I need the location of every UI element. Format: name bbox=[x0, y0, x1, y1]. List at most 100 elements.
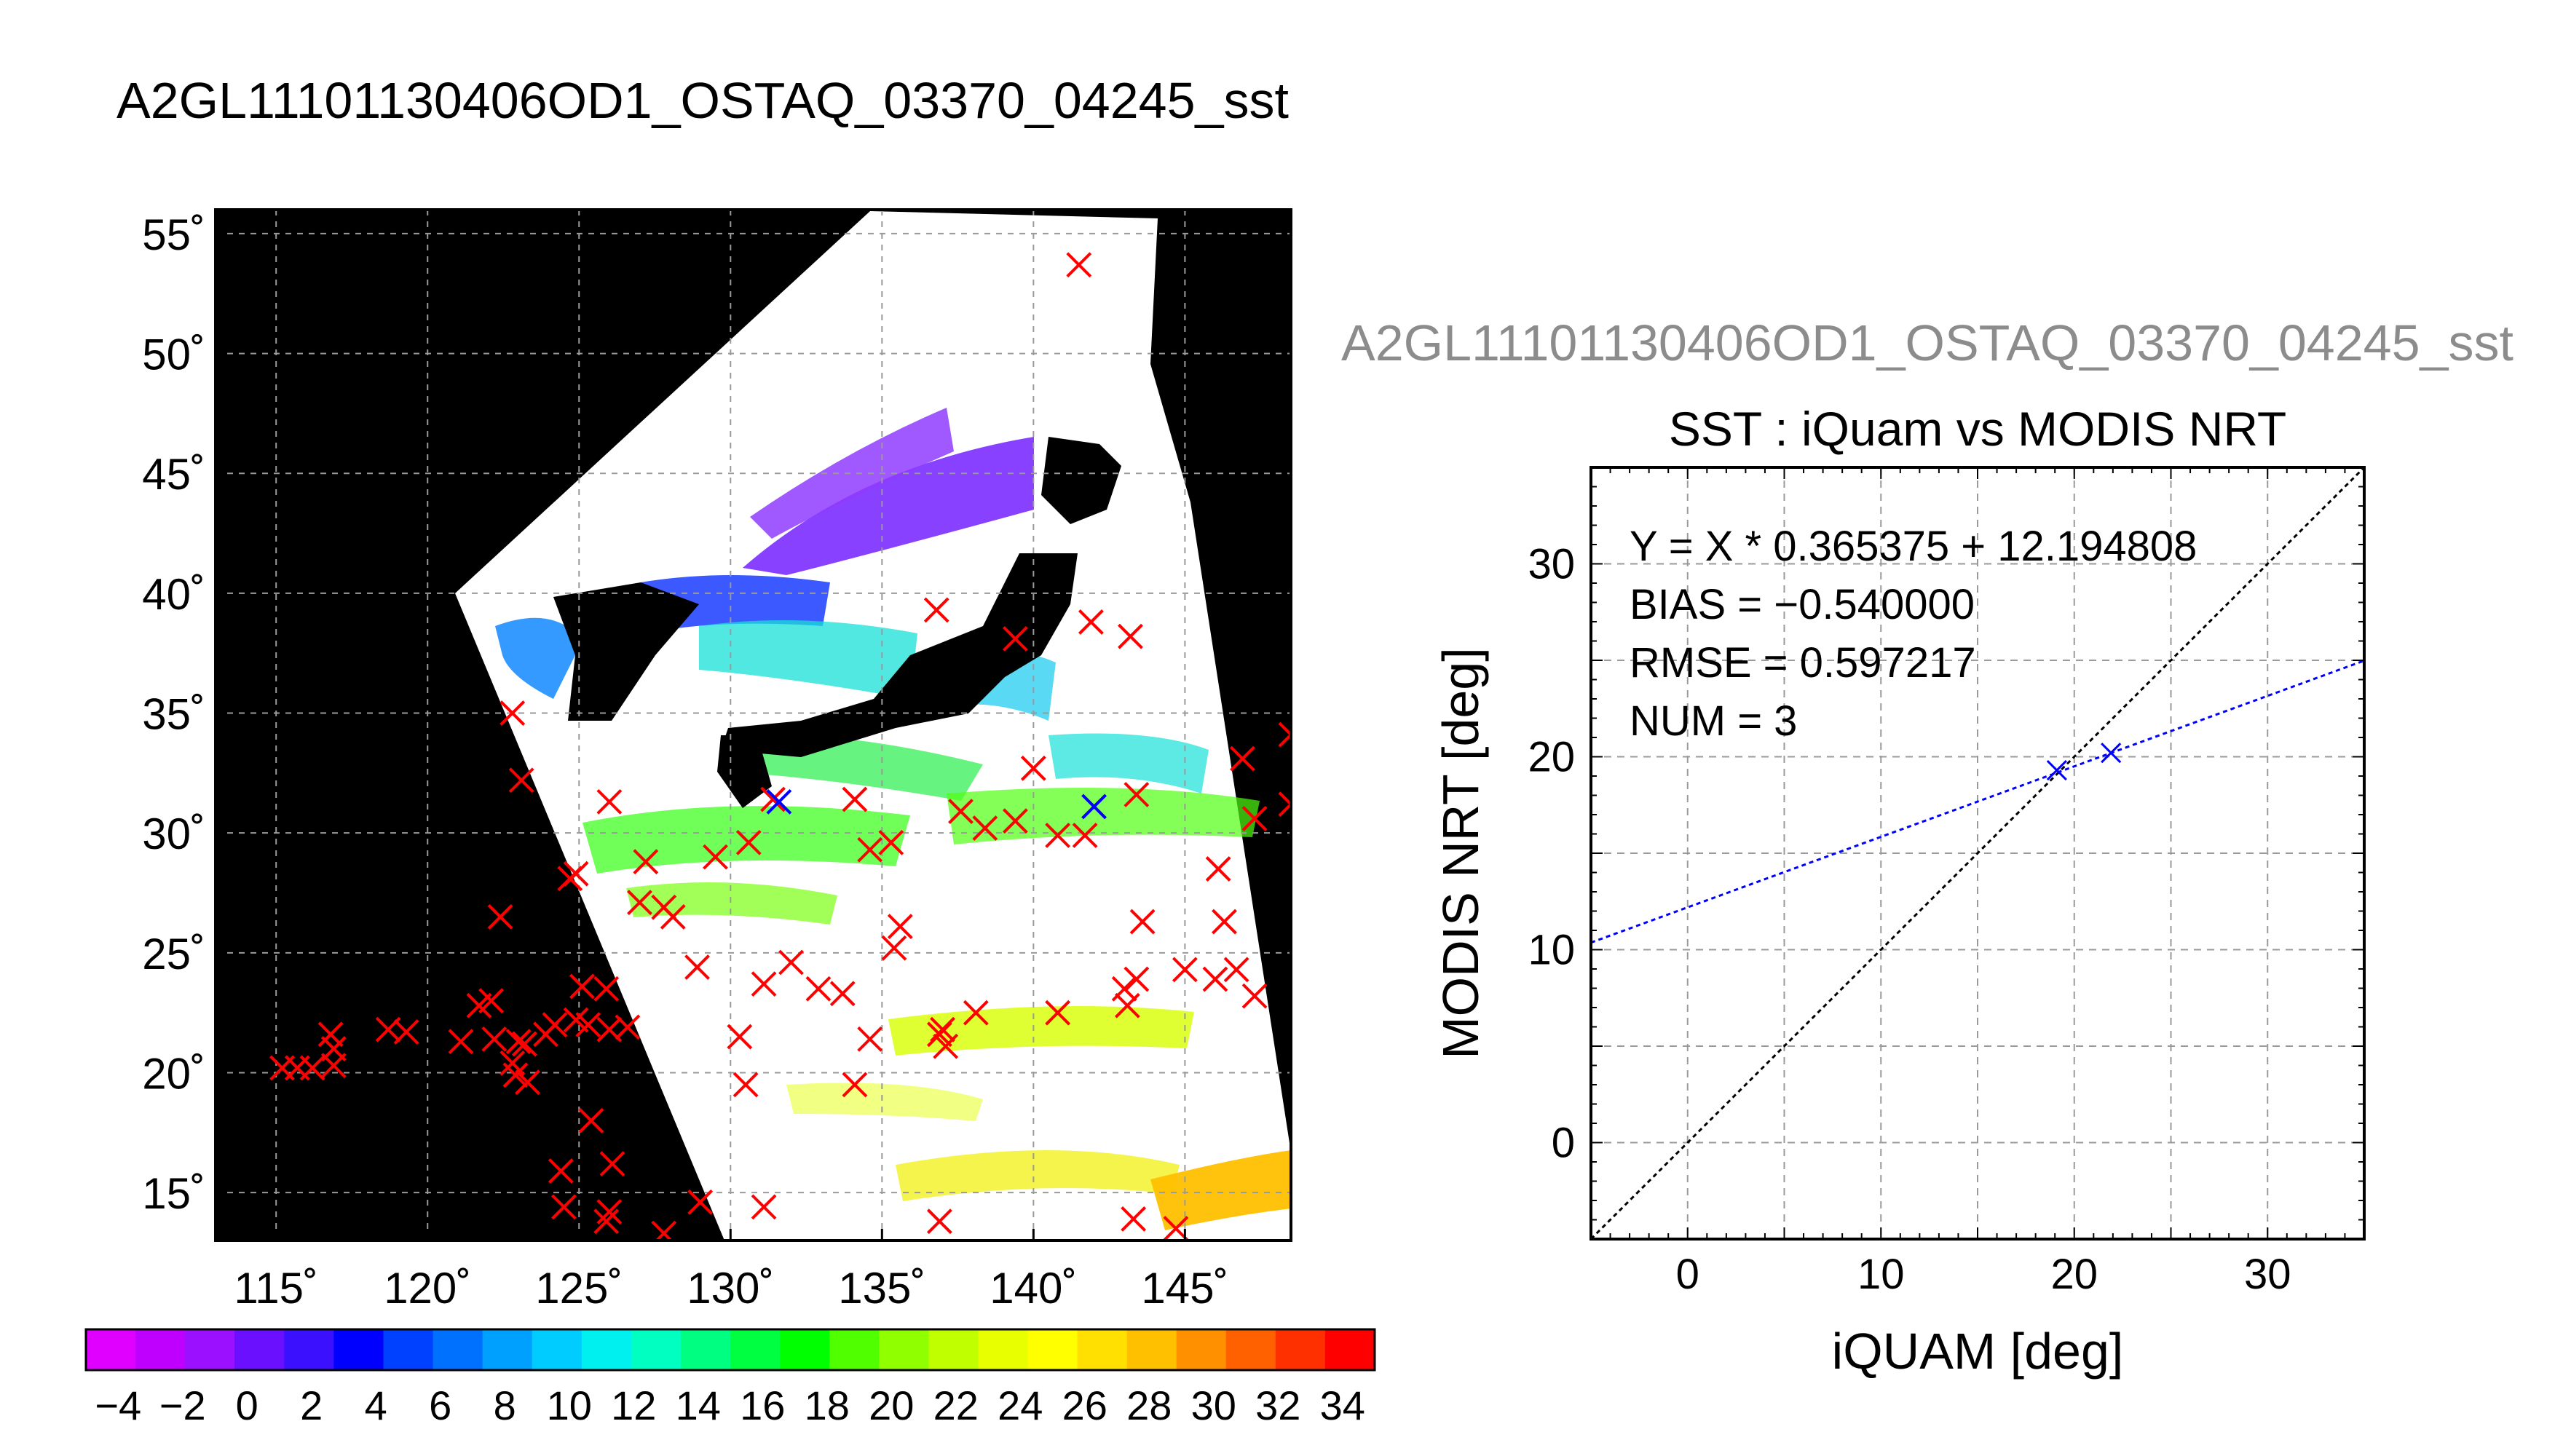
colorbar-labels: −4 −2 0 2 4 6 8 10 12 14 16 18 20 22 24 26 28 30 32 34 bbox=[95, 1382, 1365, 1428]
buoy-mark bbox=[478, 988, 505, 1014]
buoy-mark bbox=[448, 1029, 474, 1055]
buoy-mark bbox=[1045, 1000, 1071, 1026]
buoy-mark bbox=[633, 849, 659, 875]
matchup-mark bbox=[1081, 794, 1107, 820]
colorbar-cell bbox=[383, 1329, 434, 1370]
scatter-y-tick-label: 10 bbox=[1528, 927, 1575, 974]
buoy-mark bbox=[551, 1194, 577, 1220]
buoy-mark bbox=[1212, 909, 1237, 935]
colorbar-cell bbox=[234, 1329, 285, 1370]
buoy-mark bbox=[751, 1194, 777, 1220]
buoy-mark bbox=[575, 1012, 601, 1038]
buoy-mark bbox=[857, 1026, 883, 1052]
colorbar-cell bbox=[1176, 1329, 1227, 1370]
matchup-mark bbox=[766, 788, 792, 815]
buoy-mark bbox=[660, 904, 686, 930]
buoy-mark bbox=[502, 1062, 529, 1088]
map-y-tick-label: 55˚ bbox=[142, 210, 205, 259]
buoy-mark bbox=[687, 1189, 714, 1215]
buoy-mark bbox=[615, 1014, 641, 1040]
colorbar-tick-label: 14 bbox=[676, 1382, 721, 1428]
colorbar-tick-label: 22 bbox=[933, 1382, 979, 1428]
buoy-mark bbox=[515, 1069, 540, 1096]
buoy-mark bbox=[596, 1199, 623, 1224]
buoy-mark bbox=[948, 799, 974, 824]
colorbar-cell bbox=[978, 1329, 1029, 1370]
buoy-mark bbox=[1124, 966, 1150, 992]
regression-fit-line bbox=[1591, 660, 2364, 944]
map-x-ticks: 115˚ 120˚ 125˚ 130˚ 135˚ 140˚ 145˚ bbox=[234, 1229, 1228, 1313]
colorbar-tick-label: 30 bbox=[1191, 1382, 1236, 1428]
scatter-x-tick-label: 0 bbox=[1676, 1251, 1699, 1298]
buoy-mark bbox=[1124, 782, 1150, 807]
colorbar-tick-label: 10 bbox=[547, 1382, 592, 1428]
scatter-panel: A2GL11101130406OD1_OSTAQ_03370_04245_sst… bbox=[1341, 314, 2513, 1380]
buoy-mark bbox=[511, 1031, 537, 1057]
colorbar-cell bbox=[829, 1329, 880, 1370]
buoy-mark bbox=[320, 1053, 347, 1079]
buoy-mark bbox=[805, 976, 832, 1002]
colorbar-tick-label: 2 bbox=[300, 1382, 323, 1428]
colorbar-cell bbox=[780, 1329, 830, 1370]
rmse-value: RMSE = 0.597217 bbox=[1630, 639, 1976, 687]
buoy-marks bbox=[269, 252, 1291, 1241]
map-x-tick-label: 140˚ bbox=[990, 1264, 1077, 1313]
buoy-mark bbox=[842, 786, 868, 812]
colorbar-tick-label: 8 bbox=[494, 1382, 516, 1428]
num-value: NUM = 3 bbox=[1630, 697, 1797, 745]
buoy-mark bbox=[481, 1026, 508, 1052]
buoy-mark bbox=[1078, 609, 1104, 635]
buoy-mark bbox=[1278, 791, 1291, 818]
colorbar-cell bbox=[532, 1329, 583, 1370]
buoy-mark bbox=[1118, 623, 1143, 649]
map-x-tick-label: 115˚ bbox=[234, 1264, 318, 1313]
map-y-tick-label: 45˚ bbox=[142, 450, 205, 499]
buoy-mark bbox=[760, 786, 786, 812]
colorbar-tick-label: 26 bbox=[1062, 1382, 1107, 1428]
colorbar-cell bbox=[433, 1329, 483, 1370]
colorbar-tick-label: 4 bbox=[365, 1382, 387, 1428]
scatter-point bbox=[2101, 743, 2122, 764]
colorbar-cell bbox=[730, 1329, 781, 1370]
colorbar-cell bbox=[135, 1329, 186, 1370]
matchup-marks bbox=[766, 788, 1107, 820]
colorbar-tick-label: 12 bbox=[611, 1382, 656, 1428]
buoy-mark bbox=[1072, 823, 1098, 848]
colorbar-cell bbox=[1027, 1329, 1078, 1370]
buoy-mark bbox=[1241, 806, 1268, 831]
buoy-mark bbox=[1205, 856, 1231, 882]
buoy-mark bbox=[881, 935, 907, 961]
map-y-tick-label: 30˚ bbox=[142, 810, 205, 858]
scatter-y-tick-label: 20 bbox=[1528, 734, 1575, 781]
scatter-y-label: MODIS NRT [deg] bbox=[1432, 647, 1489, 1059]
buoy-mark bbox=[829, 981, 856, 1007]
buoy-mark bbox=[1278, 721, 1291, 748]
colorbar-tick-label: 16 bbox=[740, 1382, 785, 1428]
figure-title: A2GL11101130406OD1_OSTAQ_03370_04245_sst bbox=[117, 72, 1289, 129]
buoy-mark bbox=[1241, 983, 1268, 1009]
buoy-mark bbox=[972, 815, 998, 842]
japan-kyushu bbox=[717, 735, 772, 808]
buoy-mark bbox=[299, 1055, 325, 1081]
colorbar-cell bbox=[1126, 1329, 1177, 1370]
map-x-tick-label: 120˚ bbox=[384, 1264, 471, 1313]
buoy-mark bbox=[1223, 957, 1249, 983]
colorbar-cells bbox=[86, 1329, 1375, 1370]
japan-hokkaido bbox=[1041, 437, 1121, 524]
colorbar-tick-label: 0 bbox=[236, 1382, 258, 1428]
buoy-mark bbox=[1163, 1216, 1189, 1241]
buoy-mark bbox=[505, 1029, 532, 1055]
colorbar-tick-label: 18 bbox=[805, 1382, 850, 1428]
colorbar-cell bbox=[86, 1329, 136, 1370]
scatter-subtitle: A2GL11101130406OD1_OSTAQ_03370_04245_sst bbox=[1341, 314, 2513, 371]
buoy-mark bbox=[963, 1000, 989, 1026]
buoy-mark bbox=[857, 836, 883, 863]
colorbar-cell bbox=[1225, 1329, 1276, 1370]
scatter-y-tick-label: 30 bbox=[1528, 541, 1575, 588]
map-frame bbox=[214, 208, 1292, 1242]
buoy-mark bbox=[651, 1220, 677, 1241]
colorbar-cell bbox=[581, 1329, 632, 1370]
colorbar-cell bbox=[928, 1329, 979, 1370]
colorbar-cell bbox=[1275, 1329, 1326, 1370]
